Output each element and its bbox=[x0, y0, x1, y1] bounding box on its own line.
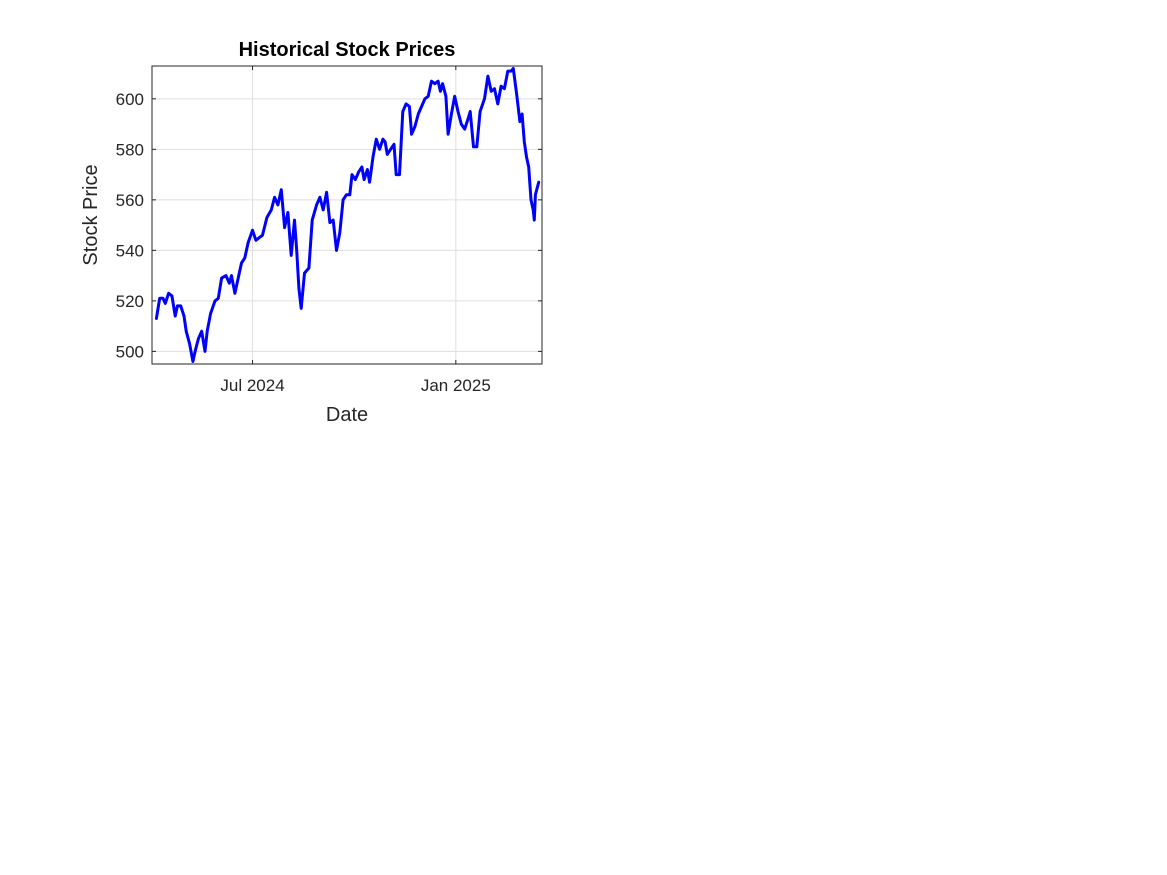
y-tick-label: 500 bbox=[116, 342, 144, 361]
x-tick-label: Jul 2024 bbox=[220, 376, 284, 395]
y-axis-label: Stock Price bbox=[80, 164, 102, 265]
y-tick-label: 600 bbox=[116, 90, 144, 109]
x-axis-label: Date bbox=[326, 404, 368, 426]
y-tick-label: 520 bbox=[116, 292, 144, 311]
plot-area bbox=[151, 65, 543, 365]
y-tick-label: 560 bbox=[116, 191, 144, 210]
y-tick-label: 580 bbox=[116, 140, 144, 159]
y-tick-label: 540 bbox=[116, 241, 144, 260]
chart-title: Historical Stock Prices bbox=[239, 39, 456, 61]
x-axis: Jul 2024 Jan 2025 bbox=[220, 66, 491, 395]
x-tick-label: Jan 2025 bbox=[421, 376, 491, 395]
series-line bbox=[154, 67, 541, 363]
y-axis: 500 520 540 560 580 600 bbox=[116, 90, 542, 361]
